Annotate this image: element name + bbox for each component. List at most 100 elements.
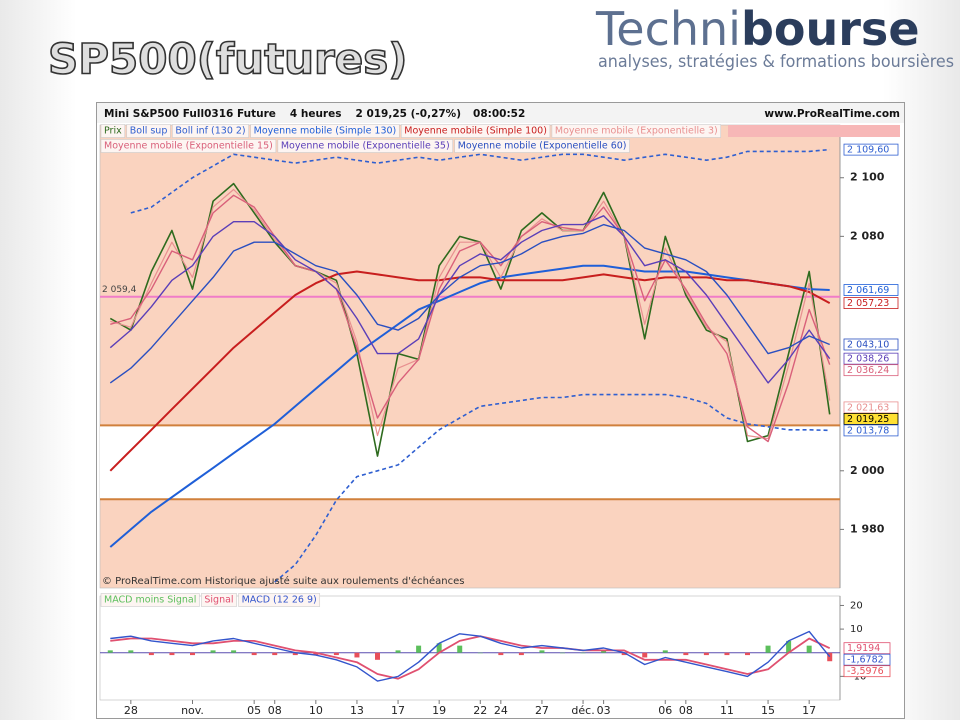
- series-line: [110, 194, 831, 443]
- x-tick-label: 13: [350, 704, 364, 717]
- value-tag-label: 2 036,24: [847, 365, 889, 376]
- series-line: [130, 148, 830, 214]
- histogram-bar: [683, 652, 689, 656]
- value-tag-label: 2 013,78: [847, 425, 889, 436]
- header-instrument: Mini S&P500 Full0316 Future: [104, 108, 276, 120]
- x-tick-label: 28: [124, 704, 138, 717]
- x-tick-label: 24: [494, 704, 508, 717]
- value-tag-label: 2 019,25: [847, 414, 889, 425]
- legend-label: MACD (12 26 9): [242, 595, 317, 606]
- histogram-bar: [642, 652, 648, 658]
- legend-label: Moyenne mobile (Simple 130): [254, 126, 397, 137]
- y-tick-label: 20: [850, 600, 863, 611]
- histogram-bar: [786, 640, 792, 653]
- histogram-bar: [190, 652, 195, 656]
- histogram-bar: [477, 652, 483, 654]
- value-tag-label: 2 043,10: [847, 339, 889, 350]
- legend-box: [100, 593, 200, 607]
- neutral-zone: [100, 425, 840, 500]
- value-tag-label: 2 057,23: [847, 298, 889, 309]
- y-tick-label: 2 080: [850, 229, 885, 242]
- brand-bold: bourse: [741, 2, 920, 56]
- value-tag: [843, 665, 891, 678]
- value-tag: [843, 352, 899, 365]
- tagline: analyses, stratégies & formations boursi…: [598, 52, 954, 72]
- histogram-bar: [662, 650, 668, 653]
- y-tick-label: 2 100: [850, 171, 885, 184]
- legend-box: [100, 139, 277, 153]
- histogram-bar: [457, 645, 463, 653]
- value-tag: [843, 653, 891, 666]
- value-tag-label: -3,5976: [847, 666, 884, 677]
- value-tag-label: 2 109,60: [847, 145, 889, 156]
- price-chart: 1 980 2 000 2 080 2 100 2 059,4 2 109,60 2 061…: [97, 103, 904, 589]
- value-tag: [843, 143, 899, 156]
- y-tick-label: 1 980: [850, 522, 885, 535]
- histogram-bar: [395, 650, 401, 653]
- value-tag: [843, 364, 899, 377]
- header-accent: [728, 125, 900, 137]
- legend-box: [277, 139, 453, 153]
- value-tag-label: -1,6782: [847, 655, 884, 666]
- y-tick-label: 2 000: [850, 464, 885, 477]
- series-line: [109, 223, 830, 384]
- header-bar: [97, 103, 904, 123]
- x-tick-label: 11: [720, 704, 734, 717]
- histogram-bar: [148, 652, 154, 656]
- histogram-bar: [272, 652, 278, 656]
- x-tick-label: 08: [679, 704, 693, 717]
- legend-label: Signal: [204, 595, 233, 606]
- value-tag: [843, 284, 899, 296]
- histogram-bar: [518, 652, 524, 656]
- plot-area: [99, 124, 841, 589]
- histogram-bar: [827, 652, 833, 662]
- x-tick-label: déc.: [571, 704, 594, 717]
- header-time: 08:00:52: [473, 108, 525, 120]
- value-tag: [843, 297, 899, 309]
- legend-box: [400, 124, 551, 138]
- histogram-bar: [375, 652, 380, 660]
- value-tag-label: 2 038,26: [847, 354, 889, 365]
- y-tick-label: 10: [850, 624, 863, 635]
- series-line: [109, 182, 831, 457]
- series-line: [109, 215, 831, 384]
- histogram-bar: [806, 645, 812, 653]
- header-site: www.ProRealTime.com: [764, 108, 900, 120]
- histogram-bar: [333, 652, 339, 656]
- legend-label: Moyenne mobile (Exponentielle 35): [281, 141, 450, 152]
- legend-box: [454, 139, 630, 153]
- histogram-bar: [128, 650, 134, 653]
- header-period: 4 heures: [290, 108, 342, 120]
- legend-label: Boll inf (130 2): [175, 126, 245, 137]
- legend-label: Moyenne mobile (Exponentielle 15): [104, 141, 273, 152]
- histogram-bar: [210, 650, 216, 653]
- value-tag: [843, 642, 891, 655]
- histogram-bar: [724, 652, 730, 656]
- x-tick-label: 05: [247, 704, 261, 717]
- value-tag: [843, 401, 899, 414]
- legend-label: Boll sup: [130, 126, 168, 137]
- histogram-bar: [601, 650, 607, 653]
- histogram-bar: [745, 652, 750, 656]
- brand-light: Technibourse: [595, 2, 920, 56]
- legend-label: Moyenne mobile (Exponentielle 3): [555, 126, 718, 137]
- macd-chart: -1010201,9194-1,6782-3,597628nov.0508101…: [99, 593, 891, 717]
- x-tick-label: 19: [432, 704, 446, 717]
- legend-box: [100, 124, 126, 138]
- histogram-bar: [313, 652, 319, 656]
- histogram-bar: [169, 652, 175, 656]
- value-tag: [843, 424, 899, 437]
- value-tag-label: 1,9194: [847, 643, 880, 654]
- brand-light-text: Techni: [595, 2, 741, 56]
- x-tick-label: 06: [658, 704, 672, 717]
- legend-box: [126, 124, 171, 138]
- histogram-bar: [292, 652, 298, 656]
- legend-box: [201, 593, 237, 607]
- x-tick-label: 15: [761, 704, 775, 717]
- x-tick-label: nov.: [181, 704, 204, 717]
- histogram-bar: [231, 650, 237, 653]
- x-tick-label: 22: [473, 704, 487, 717]
- legend-label: Prix: [104, 126, 122, 137]
- legend-label: MACD moins Signal: [104, 595, 196, 606]
